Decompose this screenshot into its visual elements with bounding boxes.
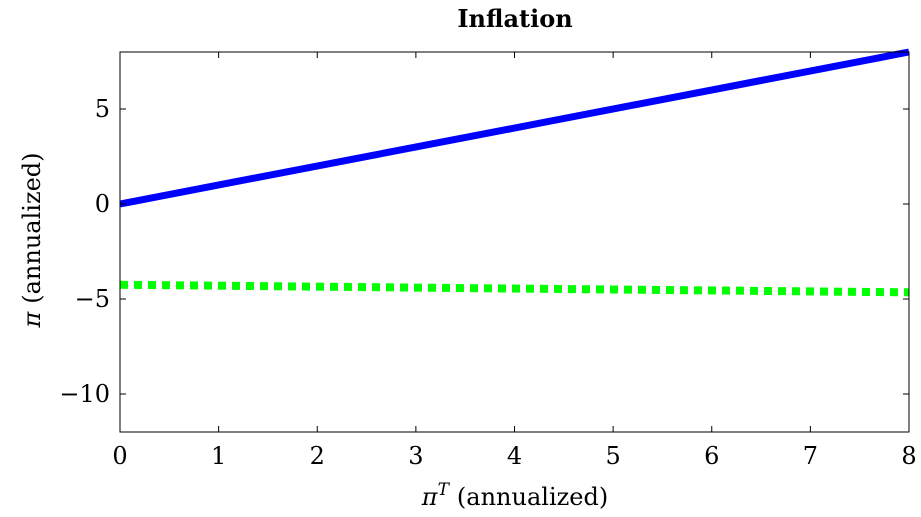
x-tick-label: 2	[310, 442, 325, 470]
y-axis-label-symbol: π	[18, 311, 46, 329]
x-tick-label: 6	[704, 442, 719, 470]
x-axis-label-symbol: π	[421, 483, 439, 511]
x-tick-label: 8	[901, 442, 916, 470]
y-axis-label-text: (annualized)	[18, 152, 46, 303]
series-line-2	[119, 280, 910, 297]
x-tick-label: 3	[408, 442, 423, 470]
x-tick-label: 4	[507, 442, 522, 470]
x-tick-label: 0	[112, 442, 127, 470]
x-axis-label-superscript: T	[438, 480, 451, 500]
x-tick-label: 5	[605, 442, 620, 470]
x-axis-label-text: (annualized)	[457, 483, 608, 511]
ticks-layer: 0 1 2 3 4 5 6 7 8 5 0 −5 −10	[59, 52, 917, 470]
x-tick-label: 7	[803, 442, 818, 470]
chart-title: Inflation	[457, 4, 572, 33]
series-line-1	[119, 48, 910, 208]
series-layer	[119, 48, 910, 297]
y-tick-label: 0	[95, 190, 110, 218]
plot-area-frame	[119, 51, 910, 433]
y-tick-label: −10	[59, 380, 110, 408]
y-tick-label: −5	[75, 285, 110, 313]
y-tick-label: 5	[95, 95, 110, 123]
x-axis-label: πT (annualized)	[421, 480, 608, 511]
y-axis-label: π (annualized)	[18, 152, 46, 328]
x-tick-label: 1	[211, 442, 226, 470]
